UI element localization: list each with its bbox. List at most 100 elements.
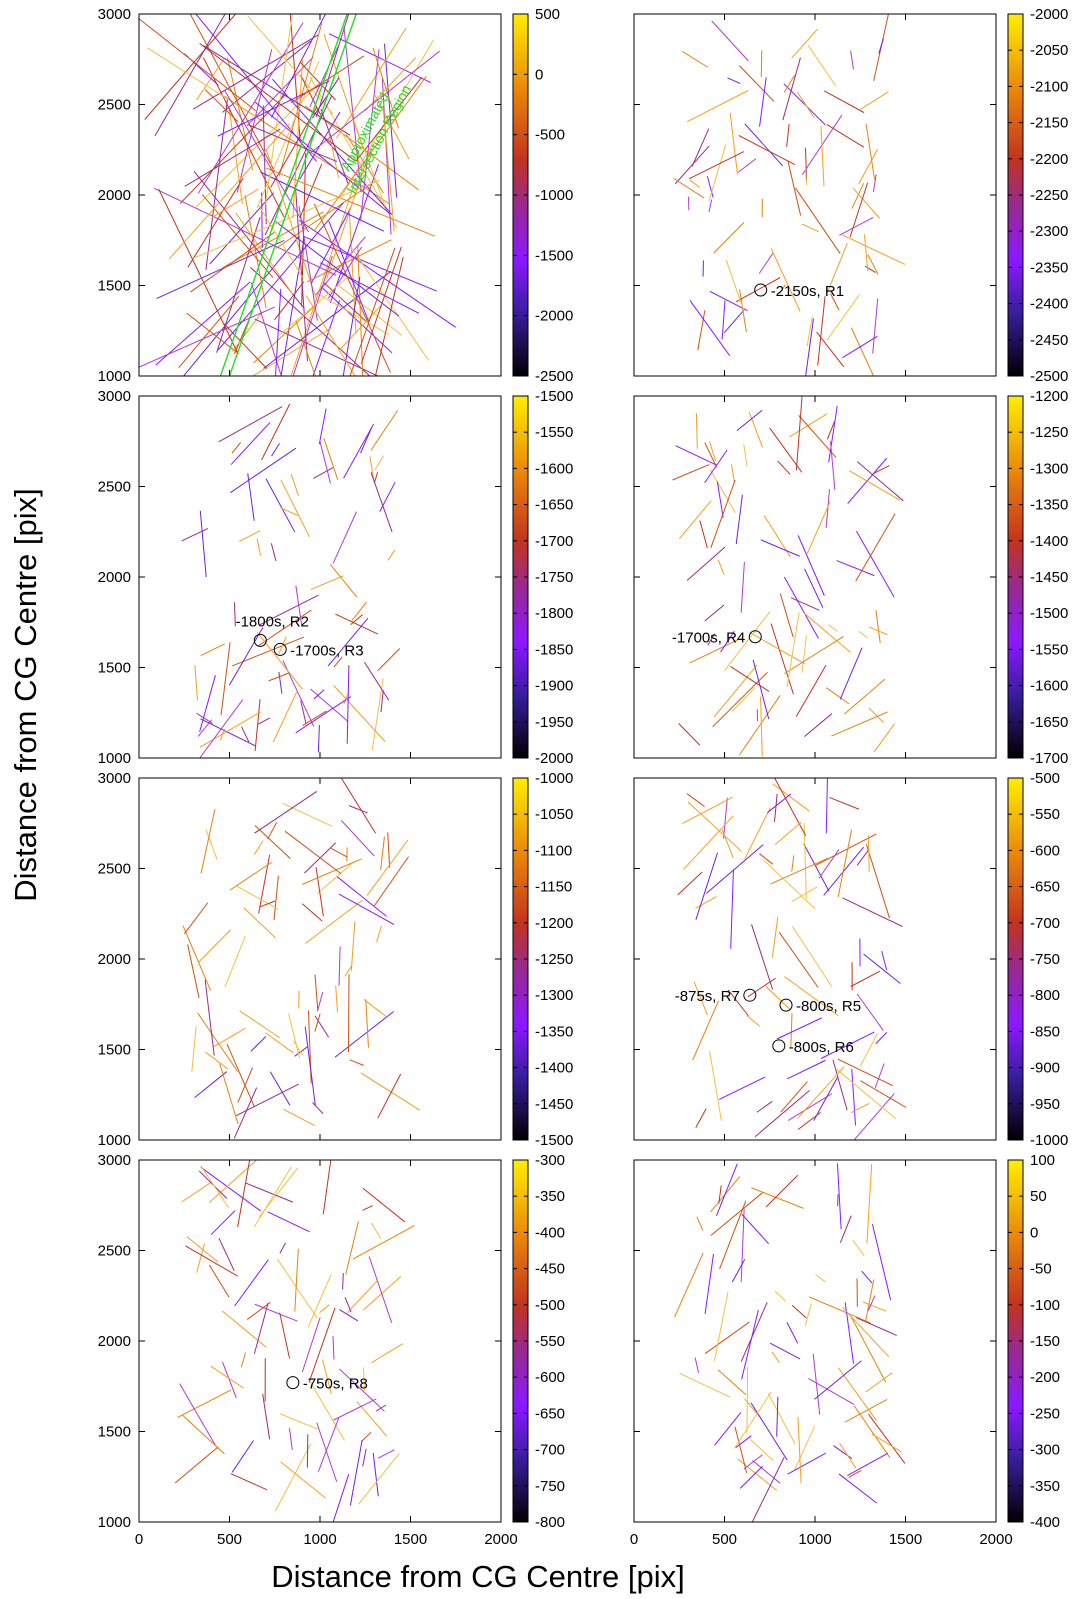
trajectory-line xyxy=(316,861,355,895)
trajectory-line xyxy=(769,427,803,473)
trajectory-line xyxy=(279,1242,287,1254)
trajectory-line xyxy=(771,1351,780,1363)
trajectory-line xyxy=(231,311,263,352)
trajectory-line xyxy=(767,793,792,814)
trajectory-line xyxy=(279,1413,319,1430)
y-tick-label: 3000 xyxy=(98,388,131,405)
trajectory-line xyxy=(153,187,337,276)
trajectory-line xyxy=(295,696,352,734)
trajectory-line xyxy=(372,1452,379,1497)
trajectory-line xyxy=(314,1015,330,1038)
trajectory-line xyxy=(256,632,304,690)
trajectory-line xyxy=(209,192,275,265)
trajectory-line xyxy=(205,829,218,860)
trajectory-line xyxy=(267,822,278,840)
trajectory-line xyxy=(302,235,437,292)
trajectory-line xyxy=(812,1353,821,1415)
trajectory-line xyxy=(825,687,850,705)
colorbar-tick-label: -1300 xyxy=(1030,460,1068,477)
trajectory-line xyxy=(244,194,267,308)
trajectory-line xyxy=(820,1031,875,1059)
trajectory-line xyxy=(205,99,228,270)
trajectory-line xyxy=(347,974,350,1053)
colorbar-tick-label: -100 xyxy=(1030,1297,1060,1314)
trajectory-line xyxy=(245,1182,294,1203)
trajectory-line xyxy=(292,1040,303,1056)
trajectory-line xyxy=(805,318,814,376)
trajectory-line xyxy=(825,488,831,528)
trajectory-line xyxy=(187,177,244,268)
trajectory-line xyxy=(310,50,440,154)
trajectory-line xyxy=(730,666,770,692)
colorbar-tick-label: -2050 xyxy=(1030,42,1068,59)
plot-frame xyxy=(633,395,997,759)
trajectory-line xyxy=(786,124,790,147)
colorbar-tick-label: -2000 xyxy=(535,750,573,767)
trajectory-line xyxy=(340,820,375,857)
trajectory-line xyxy=(750,632,806,665)
trajectory-line xyxy=(229,861,273,891)
trajectory-line xyxy=(279,1312,291,1359)
trajectory-line xyxy=(361,1431,372,1442)
trajectory-line xyxy=(328,220,370,323)
trajectory-line xyxy=(309,76,398,229)
trajectory-line xyxy=(320,286,393,354)
y-tick-label: 1500 xyxy=(98,1424,131,1441)
trajectory-line xyxy=(721,829,734,859)
trajectory-line xyxy=(704,442,718,468)
trajectory-line xyxy=(741,1309,759,1380)
y-tick-label: 2000 xyxy=(98,1333,131,1350)
trajectory-line xyxy=(332,1474,350,1522)
trajectory-line xyxy=(814,833,877,867)
trajectory-line xyxy=(322,1359,332,1395)
trajectory-line xyxy=(873,723,896,753)
trajectory-line xyxy=(240,1352,247,1368)
plot-frame xyxy=(633,1159,997,1523)
trajectory-line xyxy=(730,869,734,949)
trajectory-line xyxy=(194,1071,228,1099)
trajectory-line xyxy=(859,1033,878,1067)
trajectory-line xyxy=(751,1457,785,1522)
trajectory-line xyxy=(271,443,280,457)
trajectory-line xyxy=(218,1237,235,1272)
trajectory-line xyxy=(335,985,338,1012)
trajectory-line xyxy=(865,1279,875,1322)
trajectory-line xyxy=(717,559,725,576)
trajectory-line xyxy=(290,177,357,376)
trajectory-line xyxy=(715,1163,738,1216)
trajectory-line xyxy=(849,182,869,238)
trajectory-line xyxy=(257,717,270,725)
trajectory-line xyxy=(208,1264,230,1298)
colorbar-tick-label: -1750 xyxy=(535,569,573,586)
trajectory-line xyxy=(230,1473,268,1491)
trajectory-lines xyxy=(674,1163,906,1522)
trajectory-line xyxy=(211,188,259,218)
trajectory-line xyxy=(686,793,705,807)
trajectory-line xyxy=(806,316,813,347)
trajectory-line xyxy=(795,187,841,254)
trajectory-line xyxy=(711,20,749,62)
trajectory-line xyxy=(735,1435,752,1448)
trajectory-line xyxy=(217,202,344,351)
trajectory-line xyxy=(329,564,358,598)
trajectory-line xyxy=(868,707,884,723)
colorbar-tick-label: -350 xyxy=(1030,1478,1060,1495)
trajectory-line xyxy=(778,932,819,988)
colorbar-tick-label: -600 xyxy=(1030,842,1060,859)
trajectory-line xyxy=(682,51,709,68)
colorbar-tick-label: -1600 xyxy=(535,460,573,477)
trajectory-line xyxy=(371,678,384,751)
trajectory-line xyxy=(340,778,377,834)
colorbar-tick-label: -2300 xyxy=(1030,223,1068,240)
trajectory-line xyxy=(863,234,869,272)
trajectory-line xyxy=(844,1398,888,1423)
trajectory-line xyxy=(265,478,296,533)
trajectory-line xyxy=(743,1454,763,1470)
colorbar-tick-label: -1400 xyxy=(1030,533,1068,550)
trajectory-line xyxy=(254,1303,298,1322)
trajectory-line xyxy=(210,1210,236,1236)
colorbar-tick-label: -300 xyxy=(535,1152,565,1169)
trajectory-line xyxy=(787,1452,826,1475)
trajectory-line xyxy=(816,331,845,368)
colorbar-tick-label: -1500 xyxy=(1030,605,1068,622)
